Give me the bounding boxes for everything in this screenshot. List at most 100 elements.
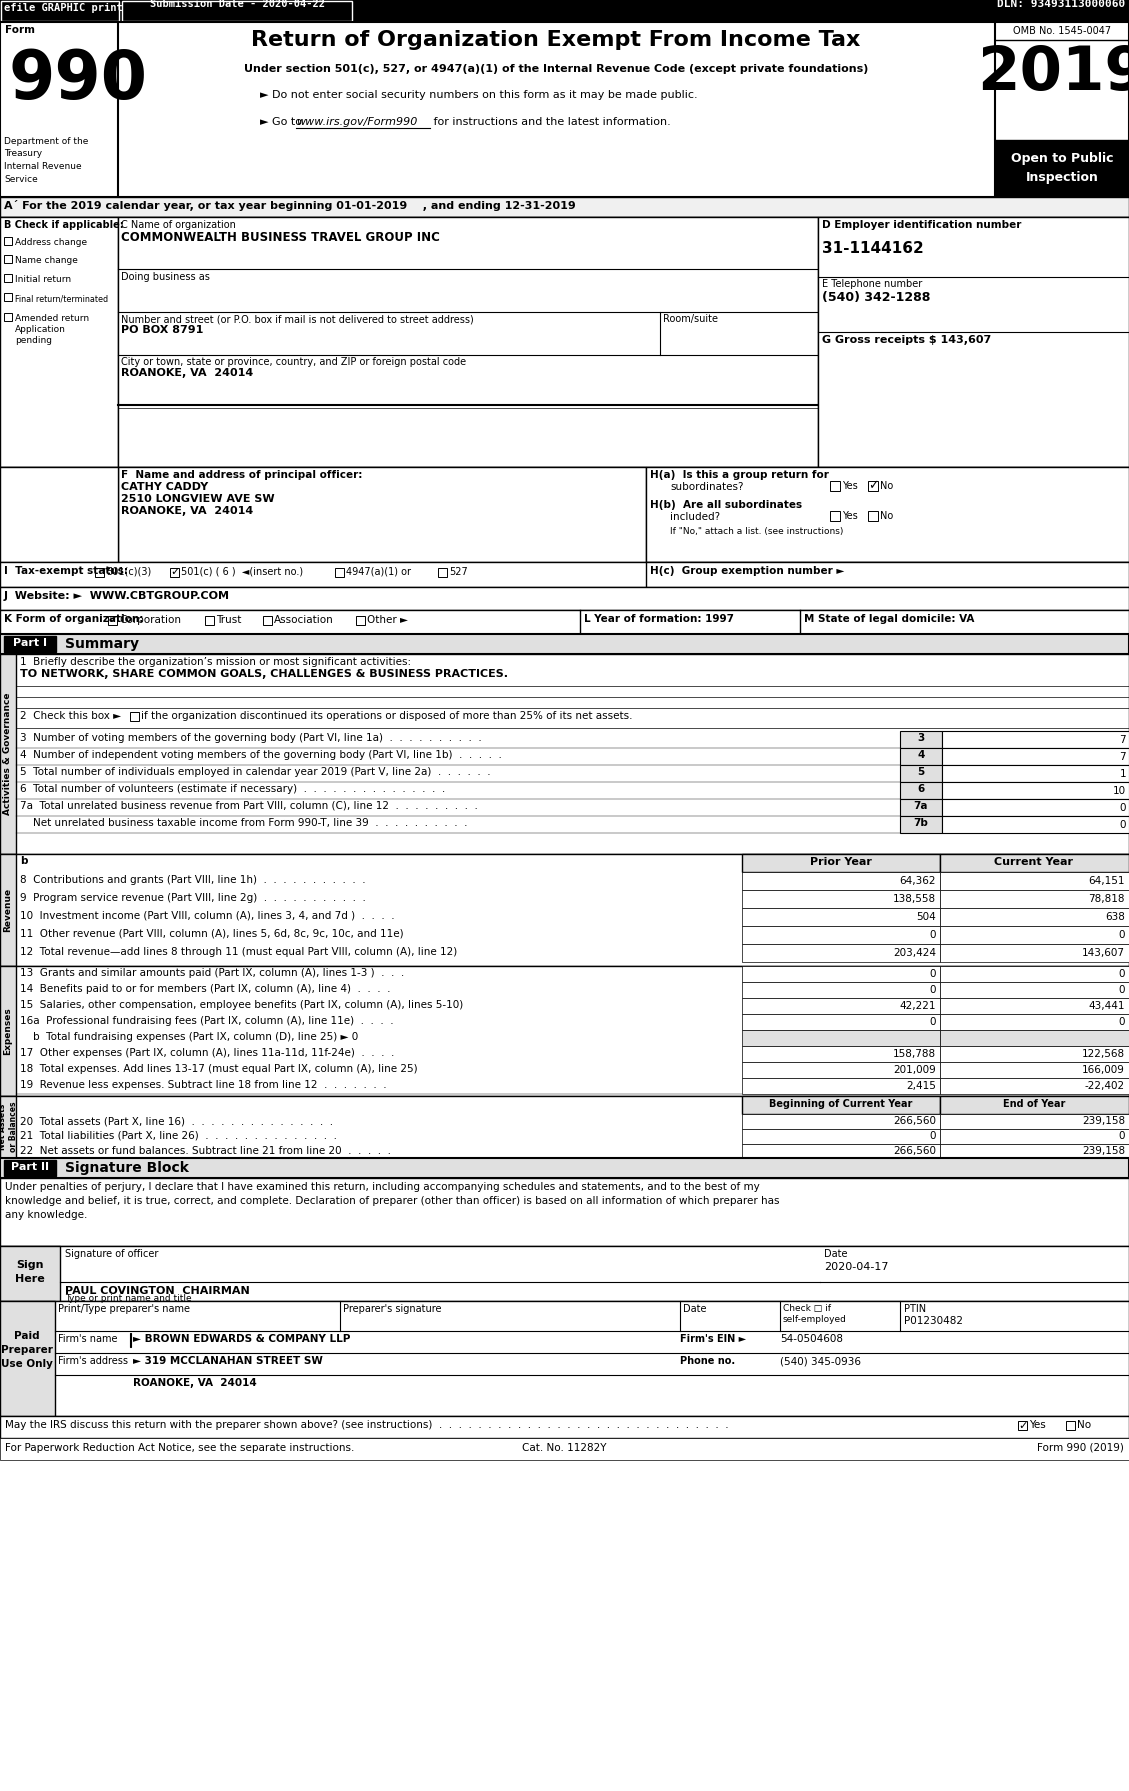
Bar [356,616,365,625]
Bar [0,1247,60,1300]
Text: 16a  Professional fundraising fees (Part IX, column (A), line 11e)  .  .  .  .: 16a Professional fundraising fees (Part … [20,1015,394,1026]
Text: Phone no.: Phone no. [680,1356,735,1367]
Text: 7a  Total unrelated business revenue from Part VIII, column (C), line 12  .  .  : 7a Total unrelated business revenue from… [20,801,478,811]
Text: ✓: ✓ [1018,1420,1027,1431]
Text: 166,009: 166,009 [1082,1066,1124,1075]
Text: B Check if applicable:: B Check if applicable: [5,220,124,229]
Text: 201,009: 201,009 [893,1066,936,1075]
Bar [108,616,117,625]
Text: No: No [879,482,893,491]
Bar [119,217,819,467]
Text: 0: 0 [929,969,936,980]
Text: P01230482: P01230482 [904,1316,963,1325]
Text: Yes: Yes [842,482,858,491]
Bar [995,140,1129,197]
Text: 638: 638 [1105,912,1124,922]
Text: 0: 0 [1119,1017,1124,1026]
Text: 3  Number of voting members of the governing body (Part VI, line 1a)  .  .  .  .: 3 Number of voting members of the govern… [20,733,482,743]
Bar [940,944,1129,962]
Text: 122,568: 122,568 [1082,1050,1124,1058]
Bar [335,568,344,577]
Text: E Telephone number: E Telephone number [822,279,922,288]
Bar [900,765,942,783]
Bar [900,783,942,799]
Text: Open to Public
Inspection: Open to Public Inspection [1010,152,1113,184]
Text: H(c)  Group exemption number ►: H(c) Group exemption number ► [650,566,844,577]
Text: 7: 7 [1119,752,1126,761]
Text: Date: Date [824,1248,848,1259]
Bar [868,482,878,491]
Bar [940,1144,1129,1159]
Text: L Year of formation: 1997: L Year of formation: 1997 [584,614,734,623]
Text: 0: 0 [1120,802,1126,813]
Text: A´ For the 2019 calendar year, or tax year beginning 01-01-2019    , and ending : A´ For the 2019 calendar year, or tax ye… [5,201,576,211]
Bar [940,908,1129,926]
Text: Signature Block: Signature Block [65,1161,189,1175]
Text: ► Do not enter social security numbers on this form as it may be made public.: ► Do not enter social security numbers o… [260,90,698,100]
Text: 501(c)(3): 501(c)(3) [106,568,151,577]
Text: Other ►: Other ► [367,614,408,625]
Text: 504: 504 [917,912,936,922]
Text: K Form of organization:: K Form of organization: [5,614,143,623]
Text: 1  Briefly describe the organization’s mission or most significant activities:: 1 Briefly describe the organization’s mi… [20,657,411,666]
Text: 10  Investment income (Part VIII, column (A), lines 3, 4, and 7d )  .  .  .  .: 10 Investment income (Part VIII, column … [20,912,395,921]
Text: Number and street (or P.O. box if mail is not delivered to street address): Number and street (or P.O. box if mail i… [121,313,474,324]
Text: Type or print name and title: Type or print name and title [65,1295,192,1304]
Bar [940,1062,1129,1078]
Text: 158,788: 158,788 [893,1050,936,1058]
Text: Yes: Yes [1029,1420,1045,1429]
Bar [0,0,1129,21]
Text: H(a)  Is this a group return for: H(a) Is this a group return for [650,469,829,480]
Text: OMB No. 1545-0047: OMB No. 1545-0047 [1013,27,1111,36]
Text: 5  Total number of individuals employed in calendar year 2019 (Part V, line 2a) : 5 Total number of individuals employed i… [20,767,491,777]
Bar [0,1096,16,1159]
Text: Firm's address: Firm's address [58,1356,128,1367]
Text: If "No," attach a list. (see instructions): If "No," attach a list. (see instruction… [669,527,843,536]
Text: 0: 0 [929,1017,936,1026]
Text: 42,221: 42,221 [900,1001,936,1010]
Text: Trust: Trust [216,614,242,625]
Text: PAUL COVINGTON  CHAIRMAN: PAUL COVINGTON CHAIRMAN [65,1286,250,1297]
Bar [5,294,12,301]
Bar [0,654,16,854]
Text: efile GRAPHIC print: efile GRAPHIC print [5,4,123,13]
Text: For Paperwork Reduction Act Notice, see the separate instructions.: For Paperwork Reduction Act Notice, see … [5,1444,355,1453]
Text: Under section 501(c), 527, or 4947(a)(1) of the Internal Revenue Code (except pr: Under section 501(c), 527, or 4947(a)(1)… [244,64,868,73]
Bar [940,926,1129,944]
Text: ► Go to: ► Go to [260,116,306,127]
Text: 0: 0 [929,985,936,996]
Text: 0: 0 [1120,820,1126,829]
Text: 43,441: 43,441 [1088,1001,1124,1010]
Text: PO BOX 8791: PO BOX 8791 [121,324,203,335]
Text: 4947(a)(1) or: 4947(a)(1) or [345,568,411,577]
Text: 10: 10 [1113,786,1126,795]
Text: ROANOKE, VA  24014: ROANOKE, VA 24014 [133,1377,256,1388]
Bar [742,965,940,981]
Text: b: b [20,856,27,867]
Text: I  Tax-exempt status:: I Tax-exempt status: [5,566,128,577]
Text: 19  Revenue less expenses. Subtract line 18 from line 12  .  .  .  .  .  .  .: 19 Revenue less expenses. Subtract line … [20,1080,386,1091]
Bar [1018,1420,1027,1429]
Bar [130,713,139,722]
Bar [0,965,16,1096]
Bar [0,562,1129,587]
Bar [742,926,940,944]
Bar [742,1014,940,1030]
Text: 239,158: 239,158 [1082,1146,1124,1155]
Text: C Name of organization: C Name of organization [121,220,236,229]
Text: 0: 0 [1119,930,1124,940]
Text: 54-0504608: 54-0504608 [780,1334,843,1343]
Text: 266,560: 266,560 [893,1146,936,1155]
Bar [900,749,942,765]
Text: Revenue: Revenue [3,888,12,931]
Text: ✓: ✓ [868,480,878,493]
Text: 14  Benefits paid to or for members (Part IX, column (A), line 4)  .  .  .  .: 14 Benefits paid to or for members (Part… [20,983,391,994]
Bar [646,562,1129,587]
Text: 239,158: 239,158 [1082,1116,1124,1127]
Text: 3: 3 [918,733,925,743]
Text: 1: 1 [1119,768,1126,779]
Text: Part II: Part II [11,1162,49,1171]
Text: 203,424: 203,424 [893,947,936,958]
Bar [940,1078,1129,1094]
Bar [942,731,1129,749]
